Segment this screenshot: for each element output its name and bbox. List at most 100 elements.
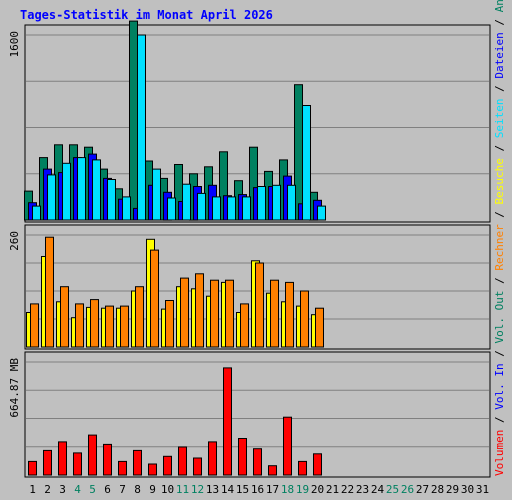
- legend-item: /: [493, 204, 506, 224]
- right-legend: Volumen / Vol. In / Vol. Out / Rechner /…: [493, 0, 506, 476]
- x-tick-label: 7: [119, 483, 126, 496]
- bar-volumen-day-11: [178, 446, 187, 476]
- bar-volumen-day-18: [283, 416, 292, 476]
- bar-volumen-day-19: [298, 460, 307, 476]
- bar-volumen-day-8: [133, 449, 142, 476]
- legend-item: Vol. Out: [493, 291, 506, 344]
- bar-seiten-day-8: [137, 34, 146, 221]
- bar-seiten-day-2: [47, 174, 56, 221]
- bar-rechner-day-4: [75, 303, 84, 348]
- bar-volumen-day-6: [103, 443, 112, 476]
- bar-rechner-day-13: [210, 279, 219, 348]
- x-tick-label: 9: [149, 483, 156, 496]
- bar-seiten-day-9: [152, 168, 161, 221]
- x-tick-label: 30: [461, 483, 474, 496]
- x-tick-label: 29: [446, 483, 459, 496]
- bar-seiten-day-10: [167, 197, 176, 221]
- legend-item: Besuche: [493, 158, 506, 204]
- x-tick-label: 5: [89, 483, 96, 496]
- x-tick-label: 24: [371, 483, 385, 496]
- x-tick-label: 8: [134, 483, 141, 496]
- bar-volumen-day-13: [208, 441, 217, 476]
- bar-rechner-day-19: [300, 290, 309, 348]
- x-axis: 1 2 3 4 5 6 7 8 9 10 11 12 13 14 15 16 17 18 19 20 21 22 23 24 2…: [29, 483, 489, 496]
- x-tick-label: 6: [104, 483, 111, 496]
- legend-item: Anfragen: [493, 0, 506, 12]
- series-seiten: [32, 34, 326, 221]
- bar-seiten-day-20: [317, 205, 326, 221]
- legend-item: Rechner: [493, 224, 506, 271]
- bar-volumen-day-9: [148, 463, 157, 476]
- bar-seiten-day-4: [77, 157, 86, 221]
- series-volumen: [28, 367, 322, 476]
- bar-volumen-day-15: [238, 438, 247, 476]
- x-tick-label: 2: [44, 483, 51, 496]
- x-tick-label: 12: [191, 483, 204, 496]
- legend-item: /: [493, 12, 506, 32]
- bar-volumen-day-16: [253, 448, 262, 476]
- bar-seiten-day-1: [32, 205, 41, 221]
- x-tick-label: 10: [161, 483, 174, 496]
- bar-seiten-day-14: [227, 196, 236, 221]
- bar-rechner-day-14: [225, 279, 234, 348]
- bar-seiten-day-18: [287, 184, 296, 221]
- bar-rechner-day-8: [135, 286, 144, 348]
- chart-title: Tages-Statistik im Monat April 2026: [20, 8, 273, 22]
- x-tick-label: 11: [176, 483, 189, 496]
- bar-rechner-day-2: [45, 236, 54, 348]
- bar-volumen-day-17: [268, 465, 277, 476]
- bar-volumen-day-20: [313, 453, 322, 476]
- bar-volumen-day-7: [118, 460, 127, 476]
- legend-text: Volumen / Vol. In / Vol. Out / Rechner /…: [493, 0, 506, 476]
- bar-volumen-day-5: [88, 434, 97, 476]
- bar-volumen-day-12: [193, 457, 202, 476]
- x-tick-label: 23: [356, 483, 369, 496]
- bar-seiten-day-12: [197, 192, 206, 221]
- bar-rechner-day-17: [270, 279, 279, 348]
- x-tick-label: 14: [221, 483, 235, 496]
- bar-seiten-day-19: [302, 105, 311, 221]
- y-axis-max-label: 260: [8, 231, 21, 251]
- x-tick-label: 26: [401, 483, 414, 496]
- bar-seiten-day-6: [107, 179, 116, 221]
- bar-rechner-day-11: [180, 277, 189, 348]
- bar-anfragen-day-8: [129, 20, 138, 221]
- bar-volumen-day-14: [223, 367, 232, 476]
- bar-rechner-day-10: [165, 300, 174, 348]
- legend-item: /: [493, 271, 506, 291]
- legend-item: Dateien: [493, 32, 506, 78]
- x-tick-label: 17: [266, 483, 279, 496]
- bar-seiten-day-11: [182, 183, 191, 221]
- legend-item: /: [493, 410, 506, 430]
- bar-volumen-day-1: [28, 460, 37, 476]
- x-tick-label: 20: [311, 483, 324, 496]
- bar-rechner-day-1: [30, 303, 39, 348]
- chart-panels: 1600 260 664.87 MB: [8, 20, 491, 478]
- bar-seiten-day-5: [92, 159, 101, 221]
- x-tick-label: 4: [74, 483, 81, 496]
- x-tick-label: 3: [59, 483, 66, 496]
- bar-rechner-day-7: [120, 305, 129, 348]
- bar-seiten-day-15: [242, 196, 251, 221]
- bar-rechner-day-6: [105, 305, 114, 348]
- legend-item: Seiten: [493, 98, 506, 138]
- y-axis-max-label: 664.87 MB: [8, 358, 21, 418]
- bar-volumen-day-10: [163, 455, 172, 476]
- bar-volumen-day-2: [43, 449, 52, 476]
- bar-seiten-day-3: [62, 162, 71, 221]
- legend-item: Volumen: [493, 430, 506, 476]
- legend-item: Vol. In: [493, 363, 506, 409]
- legend-item: /: [493, 79, 506, 99]
- x-tick-label: 18: [281, 483, 294, 496]
- x-tick-label: 15: [236, 483, 249, 496]
- x-tick-label: 27: [416, 483, 429, 496]
- bar-rechner-day-9: [150, 249, 159, 348]
- bar-volumen-day-4: [73, 452, 82, 476]
- bar-rechner-day-5: [90, 299, 99, 348]
- bar-rechner-day-3: [60, 286, 69, 348]
- x-tick-label: 28: [431, 483, 444, 496]
- panel-bottom: 664.87 MB: [8, 351, 491, 478]
- bar-rechner-day-12: [195, 273, 204, 348]
